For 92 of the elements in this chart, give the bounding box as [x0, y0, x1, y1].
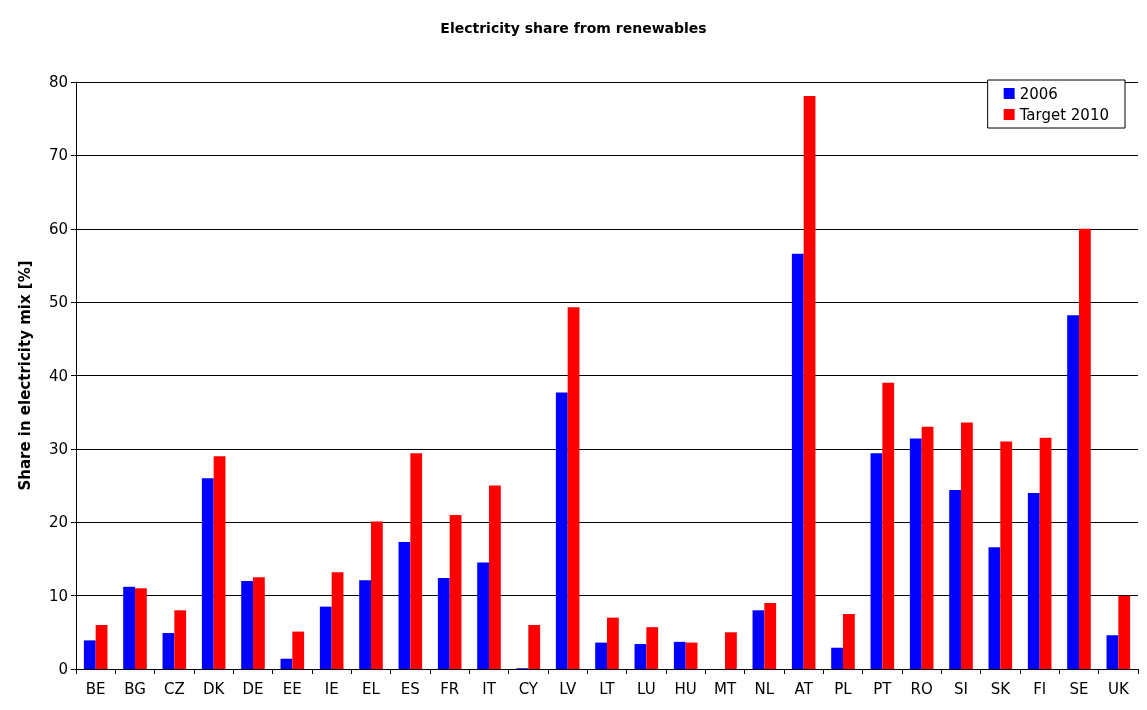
x-tick-label: NL — [754, 679, 775, 698]
y-tick-label: 80 — [48, 73, 68, 91]
bar — [253, 577, 265, 669]
bar — [752, 610, 765, 669]
y-tick-label: 0 — [58, 660, 68, 678]
legend-label: 2006 — [1019, 84, 1058, 103]
bar — [607, 617, 619, 669]
x-tick-label: PT — [873, 679, 893, 698]
bar — [477, 562, 489, 669]
y-tick-label: 30 — [48, 439, 68, 458]
bar — [1000, 441, 1013, 669]
x-tick-label: CY — [518, 679, 539, 698]
bar — [410, 453, 423, 669]
x-tick-label: HU — [674, 679, 697, 698]
y-tick-label: 60 — [48, 219, 68, 238]
bar — [803, 95, 816, 669]
y-tick-label: 40 — [48, 366, 68, 385]
y-tick-label: 10 — [48, 586, 68, 605]
bar — [1118, 595, 1131, 669]
x-tick-label: SE — [1069, 679, 1089, 698]
x-tick-label: RO — [910, 679, 933, 698]
bar — [567, 307, 580, 669]
bar — [843, 613, 855, 669]
y-tick-label: 70 — [48, 146, 68, 165]
x-tick-label: CZ — [163, 679, 185, 698]
x-tick-label: DE — [242, 679, 264, 698]
x-tick-label: BE — [85, 679, 106, 698]
bar — [961, 422, 973, 669]
bar — [1067, 315, 1079, 669]
bar — [359, 580, 371, 669]
bar — [331, 572, 344, 669]
bar — [201, 478, 214, 669]
x-tick-label: PL — [834, 679, 853, 698]
bar — [909, 438, 922, 669]
bar — [95, 624, 108, 669]
bar — [685, 642, 698, 669]
x-tick-label: MT — [713, 679, 737, 698]
x-tick-label: EE — [282, 679, 302, 698]
chart-title: Electricity share from renewables — [440, 20, 707, 36]
bar — [449, 514, 462, 669]
bar — [882, 382, 895, 669]
bar — [1039, 437, 1052, 669]
x-tick-label: FI — [1033, 679, 1047, 698]
bar — [764, 602, 777, 669]
x-tick-label: EL — [362, 679, 381, 698]
bar — [1027, 492, 1040, 669]
x-tick-label: IT — [482, 679, 497, 698]
bar — [162, 633, 175, 669]
bar — [595, 642, 607, 669]
bar — [241, 580, 253, 669]
bar — [646, 627, 659, 669]
bar — [135, 588, 147, 669]
x-tick-label: AT — [794, 679, 814, 698]
x-tick-label: SK — [990, 679, 1012, 698]
x-tick-label: UK — [1107, 679, 1130, 698]
bar — [634, 644, 647, 669]
x-tick-label: DK — [202, 679, 226, 698]
y-tick-label: 50 — [48, 293, 68, 312]
bar — [319, 606, 332, 669]
bar — [949, 489, 961, 669]
bar — [489, 485, 501, 669]
bar — [988, 547, 1001, 669]
bar — [213, 456, 226, 669]
bar — [791, 253, 804, 669]
bar — [1079, 228, 1091, 669]
bar — [292, 631, 305, 669]
x-tick-label: IE — [324, 679, 339, 698]
bar — [1106, 635, 1119, 669]
bar — [174, 610, 187, 669]
legend-label: Target 2010 — [1018, 105, 1110, 124]
x-tick-label: LV — [559, 679, 577, 698]
bar — [921, 426, 934, 669]
bar — [280, 658, 293, 669]
x-tick-label: FR — [440, 679, 460, 698]
y-tick-label: 20 — [48, 513, 68, 532]
bar — [870, 453, 883, 669]
bar — [398, 542, 411, 669]
bar — [725, 632, 737, 669]
y-axis-title: Share in electricity mix [%] — [15, 260, 34, 491]
x-tick-label: SI — [954, 679, 968, 698]
bar — [371, 521, 383, 669]
bar — [555, 392, 568, 669]
x-tick-label: LT — [599, 679, 616, 698]
bar — [528, 624, 541, 669]
bar — [437, 578, 450, 669]
bar — [123, 586, 135, 669]
bar — [673, 641, 686, 669]
x-tick-label: ES — [400, 679, 420, 698]
bar — [831, 647, 843, 669]
x-tick-label: BG — [124, 679, 146, 698]
bar — [83, 640, 96, 669]
x-tick-label: LU — [637, 679, 656, 698]
